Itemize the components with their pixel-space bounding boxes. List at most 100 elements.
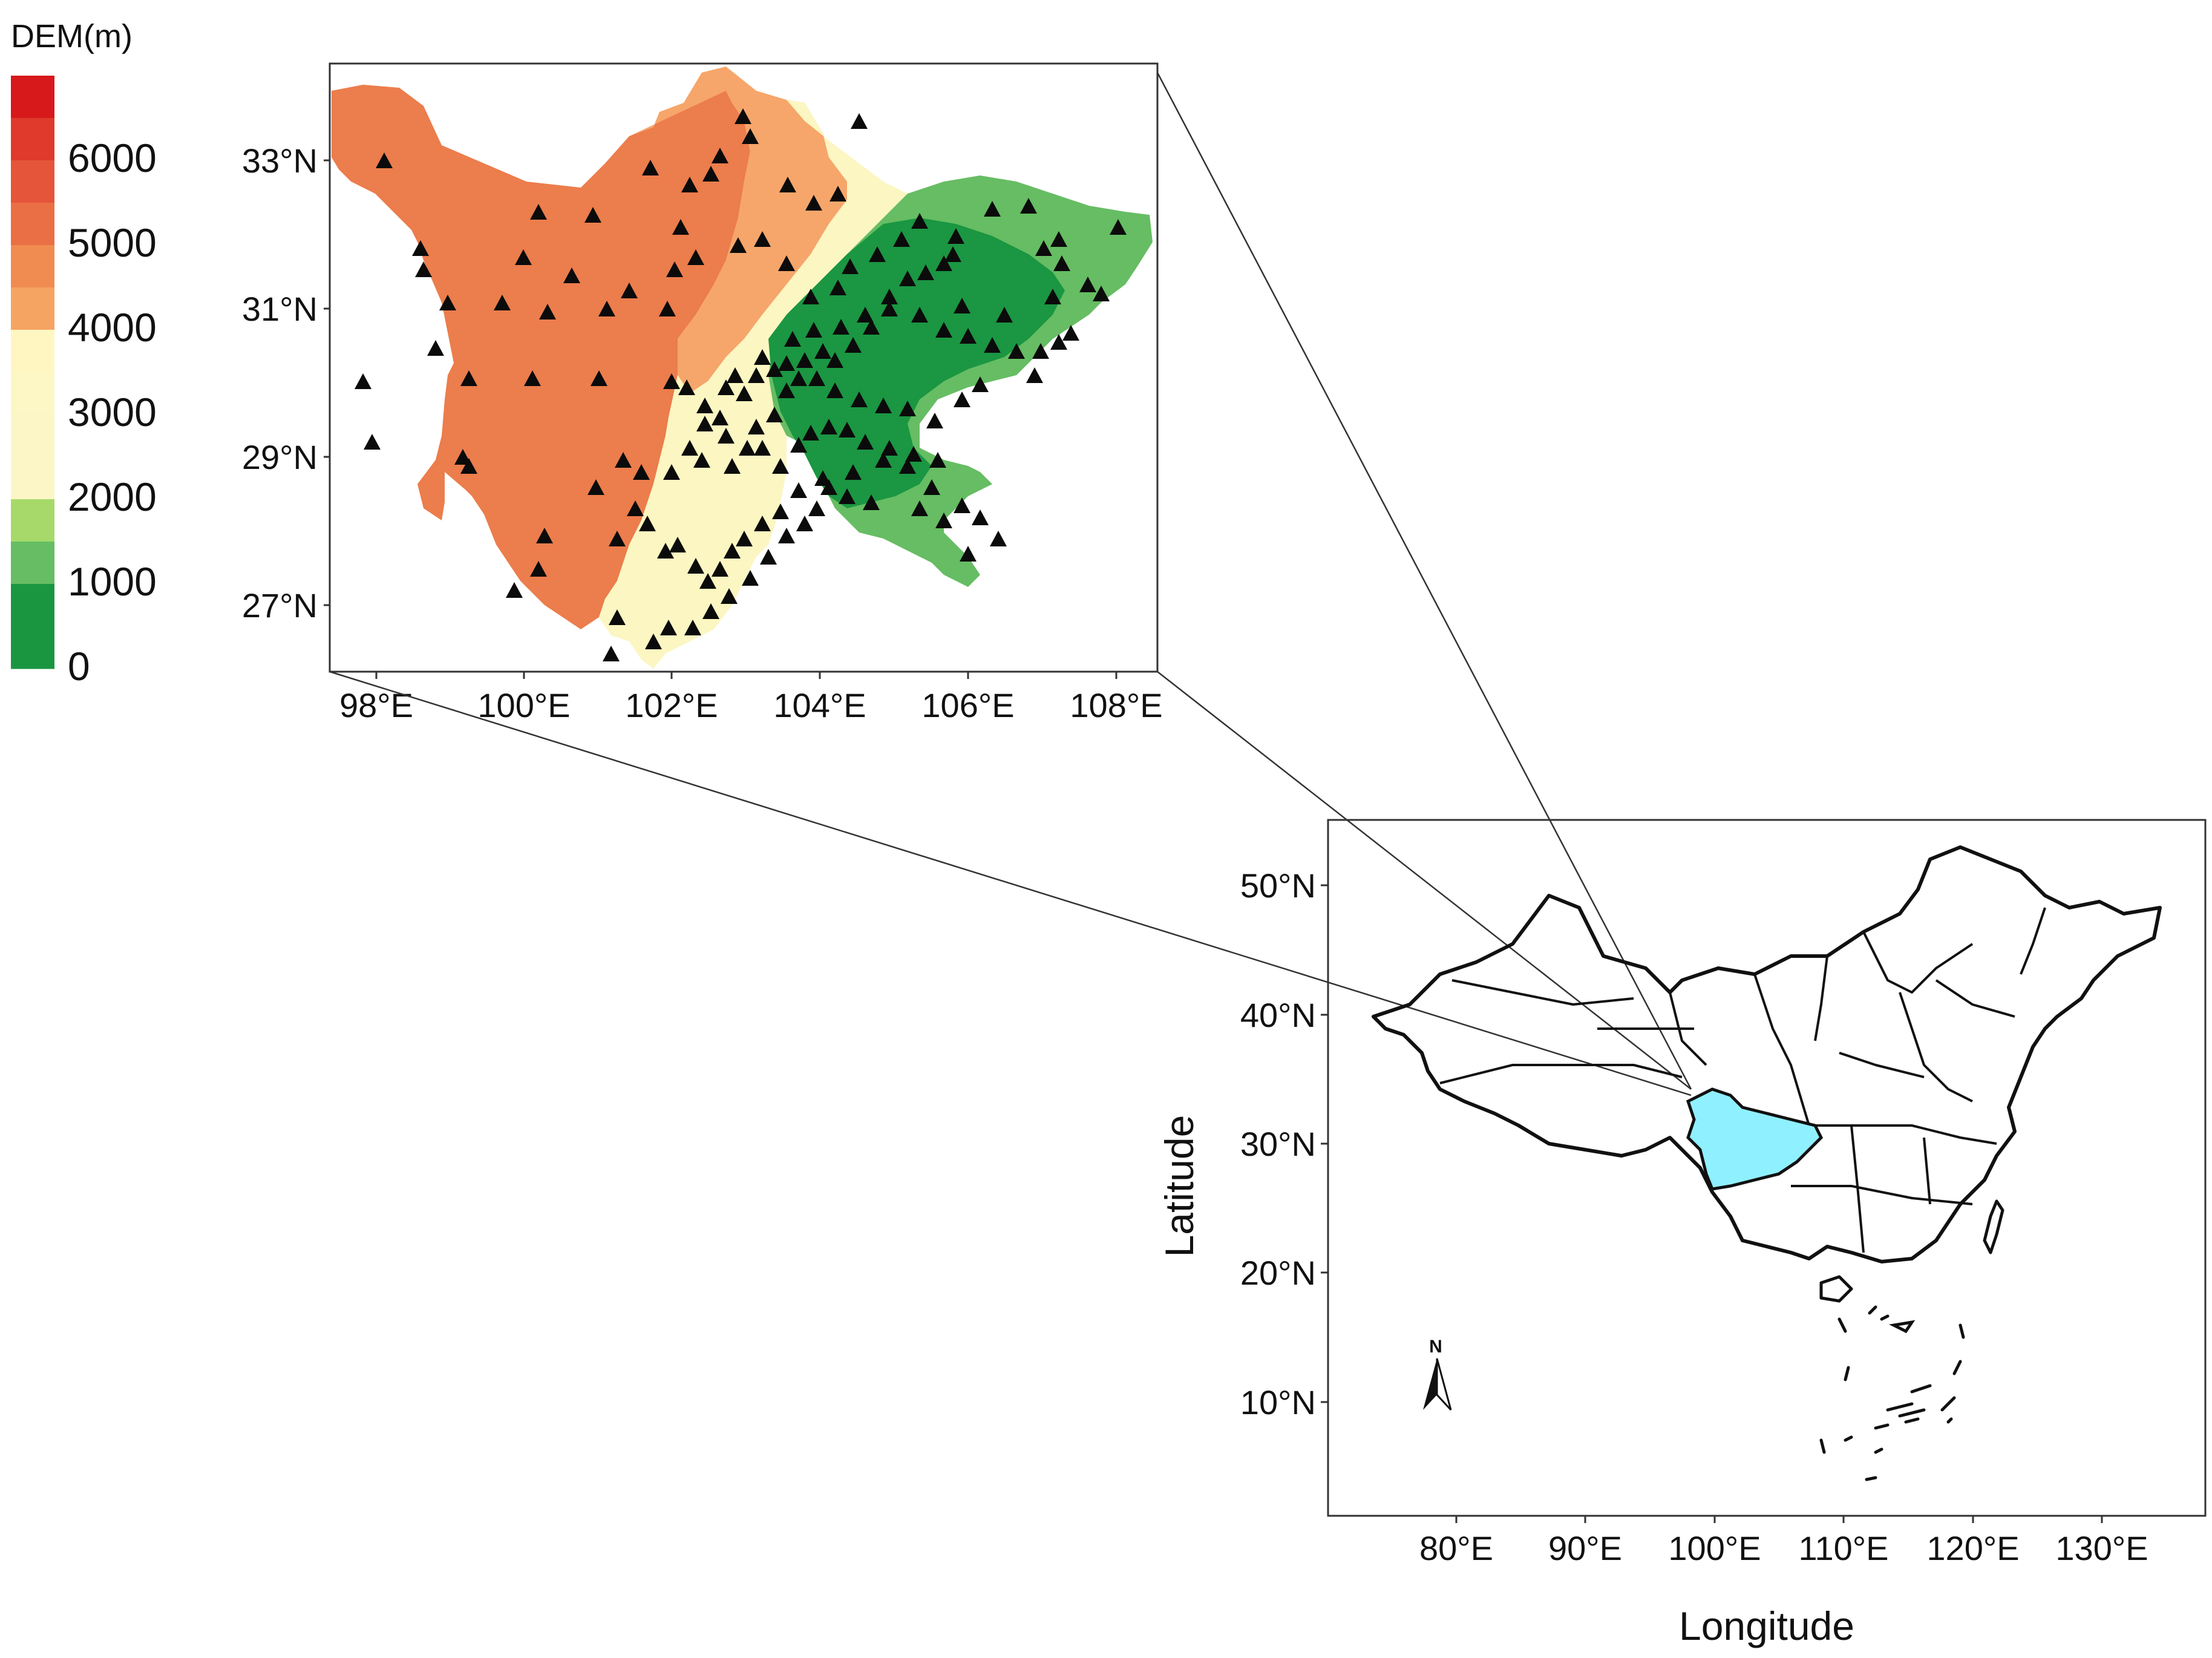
station-triangle-icon <box>736 531 753 546</box>
station-triangle-icon <box>657 543 674 559</box>
station-triangle-icon <box>687 249 704 265</box>
north-arrow-icon <box>1423 1358 1437 1410</box>
station-triangle-icon <box>659 301 676 316</box>
legend-swatch <box>11 626 54 669</box>
station-triangle-icon <box>736 385 753 401</box>
station-triangle-icon <box>893 231 910 247</box>
station-triangle-icon <box>960 546 977 562</box>
legend-swatch <box>11 76 54 119</box>
station-triangle-icon <box>1079 277 1096 292</box>
inset-latitude-labels: 33°N 31°N 29°N 27°N <box>242 142 330 624</box>
station-triangle-icon <box>687 558 704 574</box>
legend-swatch <box>11 118 54 161</box>
legend-label: 0 <box>68 644 90 689</box>
station-triangle-icon <box>693 452 710 468</box>
station-triangle-icon <box>754 349 771 365</box>
station-triangle-icon <box>778 382 795 398</box>
main-lon-label: 110°E <box>1798 1529 1888 1567</box>
station-triangle-icon <box>851 392 868 407</box>
legend-swatch <box>11 414 54 457</box>
station-triangle-icon <box>935 322 952 338</box>
station-triangle-icon <box>899 401 916 416</box>
china-boundary <box>1372 845 2162 1263</box>
station-triangle-icon <box>530 561 547 577</box>
station-triangle-icon <box>826 382 843 398</box>
x-axis-label: Longitude <box>1679 1604 1854 1648</box>
station-triangle-icon <box>1050 231 1067 247</box>
main-lon-label: 130°E <box>2055 1529 2148 1567</box>
legend-swatch <box>11 499 54 542</box>
station-triangle-icon <box>539 304 556 319</box>
station-triangle-icon <box>536 528 553 543</box>
hainan-island <box>1819 1275 1853 1303</box>
station-triangle-icon <box>875 398 892 413</box>
station-triangle-icon <box>796 352 813 368</box>
station-triangle-icon <box>460 370 477 386</box>
station-triangle-icon <box>439 295 456 310</box>
station-triangle-icon <box>790 482 807 498</box>
inset-lat-label: 31°N <box>242 290 318 328</box>
station-triangle-icon <box>805 195 822 211</box>
inset-lon-label: 108°E <box>1070 686 1162 724</box>
station-triangle-icon <box>454 449 471 465</box>
station-triangle-icon <box>1026 367 1043 383</box>
north-arrow: N <box>1423 1337 1452 1411</box>
station-triangle-icon <box>766 361 783 377</box>
station-triangle-icon <box>833 319 849 335</box>
station-triangle-icon <box>766 407 783 422</box>
station-triangle-icon <box>863 319 880 335</box>
station-triangle-icon <box>911 500 928 516</box>
station-triangle-icon <box>1053 255 1070 271</box>
station-triangle-icon <box>748 419 765 434</box>
station-triangle-icon <box>506 582 523 598</box>
station-triangle-icon <box>814 343 831 359</box>
station-triangle-icon <box>702 603 719 619</box>
station-triangle-icon <box>584 207 601 223</box>
station-triangle-icon <box>633 464 650 480</box>
station-triangle-icon <box>805 322 822 338</box>
inset-lat-label: 29°N <box>242 438 318 476</box>
station-triangle-icon <box>935 513 952 528</box>
main-lat-label: 30°N <box>1240 1125 1316 1163</box>
station-triangle-icon <box>621 283 638 298</box>
station-triangle-icon <box>845 464 862 480</box>
station-triangle-icon <box>735 108 751 124</box>
legend-label: 4000 <box>68 305 157 350</box>
station-triangle-icon <box>911 213 928 229</box>
station-triangle-icon <box>718 379 735 395</box>
station-triangle-icon <box>954 298 970 313</box>
connector-line-left <box>329 670 1692 1096</box>
station-triangle-icon <box>830 280 846 295</box>
station-triangle-icon <box>1050 334 1067 350</box>
station-markers <box>355 108 1127 661</box>
inset-lon-label: 106°E <box>921 686 1014 724</box>
dem-legend: DEM(m) 6000 5000 4000 3000 2000 1000 0 <box>11 18 157 689</box>
station-triangle-icon <box>355 373 371 389</box>
main-latitude-labels: 50°N 40°N 30°N 20°N 10°N <box>1240 867 1328 1421</box>
station-triangle-icon <box>972 510 989 525</box>
inset-lon-label: 104°E <box>773 686 866 724</box>
station-triangle-icon <box>681 440 698 456</box>
station-triangle-icon <box>702 166 719 182</box>
inset-lat-label: 33°N <box>242 142 318 180</box>
station-triangle-icon <box>839 422 856 437</box>
station-triangle-icon <box>609 609 626 625</box>
province-lines <box>1439 907 2046 1253</box>
station-triangle-icon <box>790 370 807 386</box>
station-triangle-icon <box>669 537 686 552</box>
station-triangle-icon <box>929 452 946 468</box>
main-longitude-labels: 80°E 90°E 100°E 110°E 120°E 130°E <box>1419 1516 2148 1567</box>
station-triangle-icon <box>684 620 701 635</box>
station-triangle-icon <box>899 270 916 286</box>
legend-swatch <box>11 330 54 373</box>
station-triangle-icon <box>718 428 735 444</box>
station-triangle-icon <box>663 373 680 389</box>
inset-longitude-labels: 98°E 100°E 102°E 104°E 106°E 108°E <box>339 672 1163 724</box>
legend-swatch <box>11 457 54 500</box>
station-triangle-icon <box>784 331 801 347</box>
main-lat-label: 10°N <box>1240 1383 1316 1421</box>
station-triangle-icon <box>790 437 807 453</box>
legend-swatch <box>11 372 54 415</box>
station-triangle-icon <box>935 255 952 271</box>
